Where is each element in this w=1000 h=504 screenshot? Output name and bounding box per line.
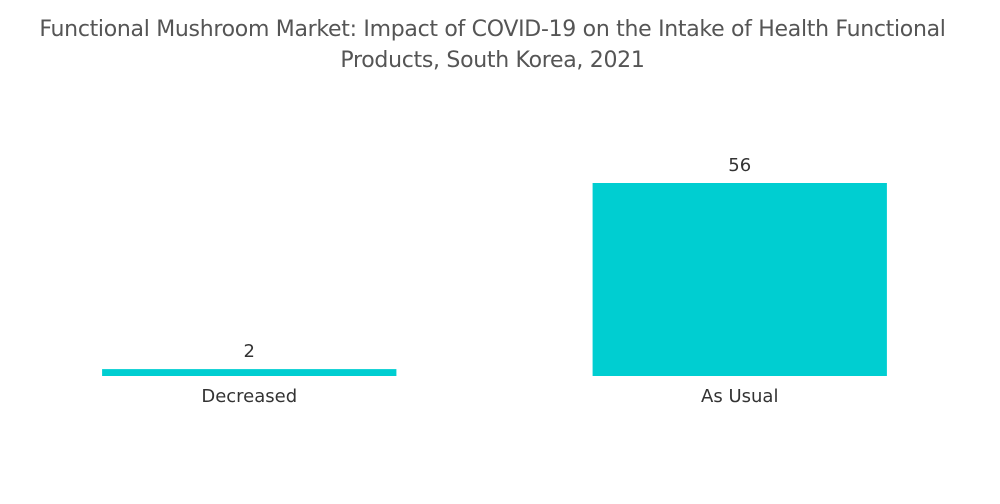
data-label: 2 (244, 341, 255, 362)
x-tick-label: Decreased (201, 386, 297, 407)
data-label: 56 (728, 155, 751, 176)
bar (592, 183, 887, 376)
bar (102, 369, 397, 376)
chart-title: Functional Mushroom Market: Impact of CO… (39, 17, 946, 73)
x-tick-label: As Usual (701, 386, 778, 407)
